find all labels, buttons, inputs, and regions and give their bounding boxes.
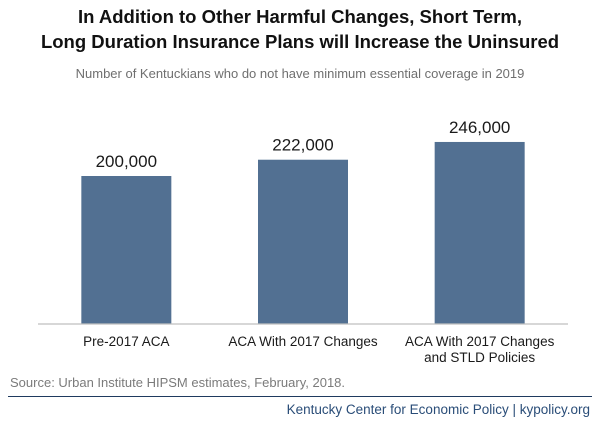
category-label-1: Pre-2017 ACA bbox=[83, 334, 169, 349]
bar-1 bbox=[81, 176, 172, 324]
chart-title-line-2: Long Duration Insurance Plans will Incre… bbox=[40, 31, 560, 52]
category-label-3-line-2: and STLD Policies bbox=[424, 350, 535, 365]
source-note: Source: Urban Institute HIPSM estimates,… bbox=[10, 375, 346, 390]
footer-divider bbox=[8, 396, 592, 397]
chart-subtitle: Number of Kentuckians who do not have mi… bbox=[75, 66, 525, 81]
data-label-2: 222,000 bbox=[272, 136, 333, 155]
footer-credit: Kentucky Center for Economic Policy | ky… bbox=[286, 402, 590, 417]
category-label-3-line-1: ACA With 2017 Changes bbox=[405, 334, 555, 349]
data-label-1: 200,000 bbox=[96, 152, 157, 171]
data-label-3: 246,000 bbox=[449, 118, 510, 137]
bar-3 bbox=[434, 141, 525, 324]
chart-title: In Addition to Other Harmful Changes, Sh… bbox=[0, 4, 600, 54]
chart-title-line-1: In Addition to Other Harmful Changes, Sh… bbox=[77, 6, 522, 27]
bar-2 bbox=[258, 159, 348, 324]
category-label-2: ACA With 2017 Changes bbox=[228, 334, 378, 349]
